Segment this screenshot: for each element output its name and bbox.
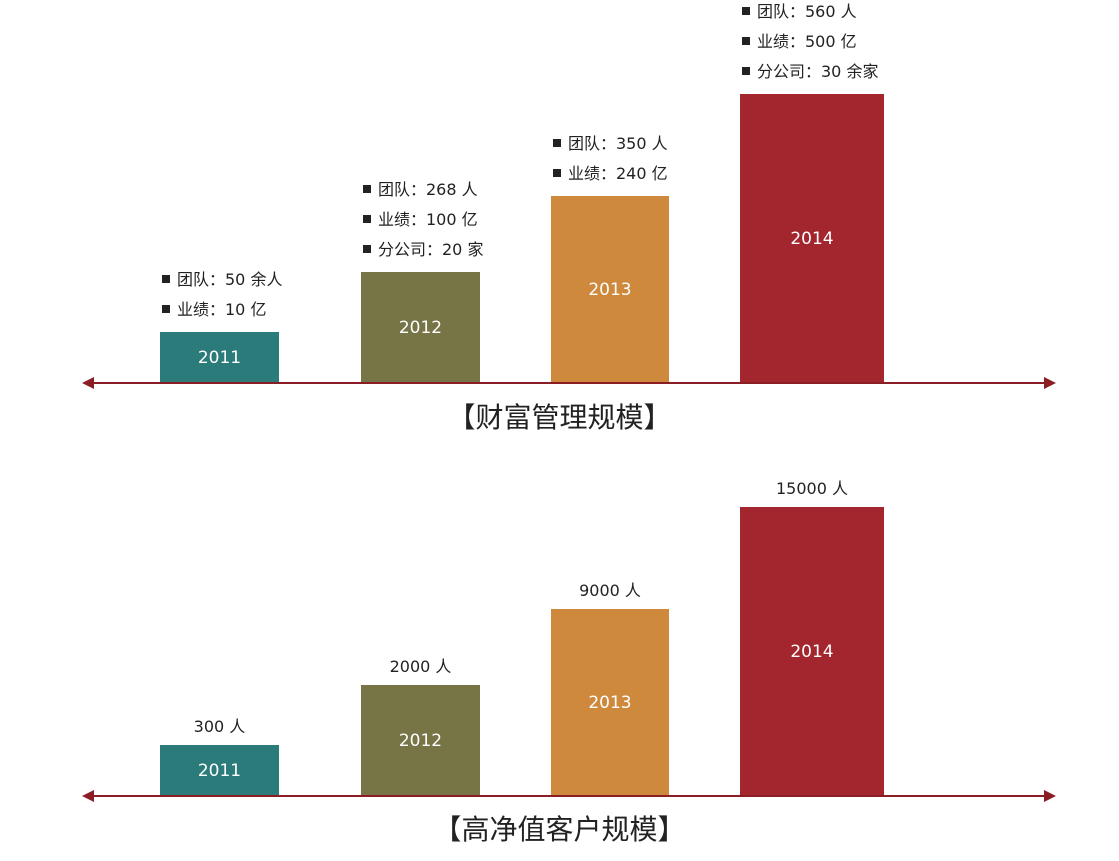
annotation-text: 业绩：100 亿 xyxy=(378,210,478,229)
bar-2014: 2014 xyxy=(740,507,884,796)
bar-year-label: 2014 xyxy=(790,641,834,662)
bullet-square-icon xyxy=(742,66,750,75)
annotation-2013: 团队：350 人业绩：240 亿 xyxy=(553,129,668,189)
annotation-text: 团队：560 人 xyxy=(757,2,857,21)
axis-arrow-left-icon xyxy=(82,377,94,389)
high-net-worth-clients-chart: 2011 300 人 2012 2000 人 2013 9000 人 2014 15000 人… xyxy=(0,440,1119,861)
annotation-line: 业绩：100 亿 xyxy=(363,205,483,235)
annotation-text: 团队：350 人 xyxy=(568,134,668,153)
bar-2012: 2012 xyxy=(361,685,480,796)
axis-arrow-left-icon xyxy=(82,790,94,802)
axis-line xyxy=(90,382,1045,384)
annotation-line: 团队：268 人 xyxy=(363,175,483,205)
bar-2014: 2014 xyxy=(740,94,884,383)
wealth-management-chart: 2011 团队：50 余人 业绩：10 亿 2012 团队：268 人业绩：100 亿分… xyxy=(82,0,1056,434)
bar-year-label: 2013 xyxy=(588,692,632,713)
annotation-2012: 团队：268 人业绩：100 亿分公司：20 家 xyxy=(363,175,483,265)
axis-line xyxy=(90,795,1045,797)
annotation-line: 业绩：10 亿 xyxy=(162,295,282,325)
bar-year-label: 2011 xyxy=(197,760,242,781)
bar-value-label: 300 人 xyxy=(193,717,246,736)
annotation-text: 分公司：30 余家 xyxy=(757,62,879,81)
annotation-2011: 团队：50 余人 业绩：10 亿 xyxy=(162,265,282,325)
bar-value-label: 2000 人 xyxy=(389,657,452,676)
bar-2011: 2011 xyxy=(160,332,279,383)
annotation-text: 业绩：500 亿 xyxy=(757,32,857,51)
bar-2013: 2013 xyxy=(551,609,669,796)
annotation-2014: 团队：560 人业绩：500 亿分公司：30 余家 xyxy=(742,0,878,87)
annotation-text: 业绩：10 亿 xyxy=(177,300,267,319)
bar-value-label: 15000 人 xyxy=(776,479,848,498)
annotation-line: 业绩：240 亿 xyxy=(553,159,668,189)
bullet-square-icon xyxy=(553,138,561,147)
bar-year-label: 2012 xyxy=(398,730,443,751)
annotation-text: 团队：50 余人 xyxy=(177,270,283,289)
chart-title: 【高净值客户规模】 xyxy=(433,813,686,846)
chart-title: 【财富管理规模】 xyxy=(447,401,672,434)
bar-year-label: 2011 xyxy=(197,347,242,368)
axis-arrow-right-icon xyxy=(1044,790,1056,802)
bullet-square-icon xyxy=(742,36,750,45)
bar-year-label: 2014 xyxy=(790,228,834,249)
annotation-text: 团队：268 人 xyxy=(378,180,478,199)
annotation-text: 分公司：20 家 xyxy=(378,240,484,259)
annotation-text: 业绩：240 亿 xyxy=(568,164,668,183)
bar-year-label: 2013 xyxy=(588,279,632,300)
bullet-square-icon xyxy=(162,274,170,283)
bullet-square-icon xyxy=(162,304,170,313)
annotation-line: 团队：50 余人 xyxy=(162,265,282,295)
bar-2011: 2011 xyxy=(160,745,279,796)
annotation-line: 团队：350 人 xyxy=(553,129,668,159)
bar-value-label: 9000 人 xyxy=(579,581,641,600)
bullet-square-icon xyxy=(363,184,371,193)
annotation-line: 业绩：500 亿 xyxy=(742,27,878,57)
bar-2012: 2012 xyxy=(361,272,480,383)
bullet-square-icon xyxy=(742,6,750,15)
annotation-line: 团队：560 人 xyxy=(742,0,878,27)
bullet-square-icon xyxy=(363,214,371,223)
axis-arrow-right-icon xyxy=(1044,377,1056,389)
bullet-square-icon xyxy=(553,168,561,177)
bar-year-label: 2012 xyxy=(398,317,443,338)
annotation-line: 分公司：30 余家 xyxy=(742,57,878,87)
bullet-square-icon xyxy=(363,244,371,253)
bar-2013: 2013 xyxy=(551,196,669,383)
annotation-line: 分公司：20 家 xyxy=(363,235,483,265)
